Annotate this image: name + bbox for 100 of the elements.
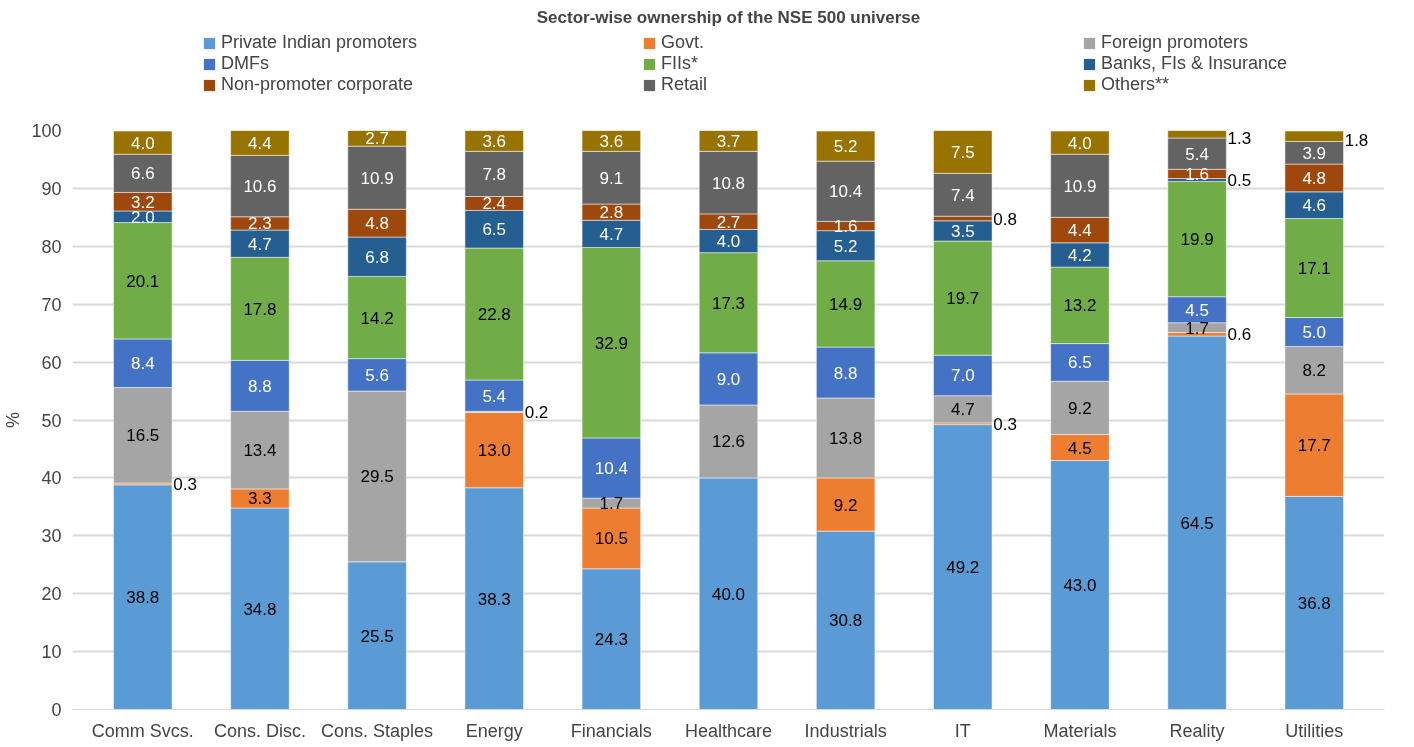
legend-label: FIIs*: [661, 53, 699, 74]
data-label: 19.7: [946, 289, 980, 309]
data-label: 7.8: [482, 164, 507, 184]
data-label: 36.8: [1297, 593, 1331, 613]
data-label: 5.4: [1185, 144, 1209, 164]
data-label: 0.2: [524, 402, 549, 422]
data-label: 64.5: [1180, 513, 1214, 533]
data-label: 8.8: [248, 376, 272, 396]
x-tick-label: Reality: [1169, 720, 1225, 741]
data-label: 6.6: [130, 164, 155, 184]
data-label: 7.5: [950, 142, 975, 162]
data-label: 17.8: [243, 299, 277, 319]
y-tick-label: 50: [41, 410, 62, 431]
data-label: 13.4: [243, 441, 277, 461]
data-label: 8.4: [130, 354, 155, 374]
data-label: 22.8: [477, 305, 511, 325]
data-label: 9.1: [599, 168, 624, 188]
data-label: 4.0: [716, 232, 741, 252]
data-label: 7.4: [950, 185, 975, 205]
x-tick-label: Healthcare: [684, 720, 773, 741]
data-label: 3.6: [482, 131, 507, 151]
x-tick-label: Materials: [1043, 720, 1117, 741]
data-label: 0.3: [173, 474, 197, 494]
x-tick-label: Industrials: [804, 720, 887, 741]
y-axis-title: %: [3, 411, 24, 428]
data-label: 10.8: [711, 173, 746, 193]
data-label: 19.9: [1180, 230, 1214, 250]
legend-label: Foreign promoters: [1101, 32, 1249, 53]
data-label: 0.5: [1227, 171, 1252, 190]
data-label: 4.0: [1068, 133, 1092, 153]
data-label: 10.5: [594, 529, 628, 549]
y-tick-label: 40: [41, 468, 62, 489]
data-label: 8.2: [1302, 361, 1327, 381]
data-label: 2.4: [482, 194, 507, 214]
chart-title: Sector-wise ownership of the NSE 500 universe: [536, 7, 921, 27]
data-label: 4.2: [1068, 245, 1092, 265]
data-label: 3.5: [950, 221, 975, 241]
data-label: 13.8: [829, 428, 863, 448]
data-label: 13.2: [1063, 296, 1097, 316]
data-label: 10.6: [243, 177, 277, 197]
data-label: 34.8: [243, 599, 277, 619]
data-label: 4.6: [1302, 196, 1327, 216]
data-label: 14.9: [829, 294, 863, 314]
data-label: 2.8: [599, 203, 624, 223]
data-label: 4.8: [1302, 168, 1327, 188]
data-label: 2.7: [365, 129, 389, 149]
data-label: 4.4: [1068, 221, 1092, 241]
data-label: 24.3: [594, 630, 628, 650]
x-tick-label: Comm Svcs.: [91, 720, 194, 741]
data-label: 5.2: [833, 236, 858, 256]
y-tick-label: 60: [41, 352, 62, 373]
data-label: 25.5: [360, 626, 394, 646]
data-label: 17.1: [1297, 259, 1331, 279]
data-label: 4.8: [365, 214, 389, 234]
data-label: 5.6: [365, 365, 389, 385]
data-label: 3.9: [1302, 143, 1327, 163]
data-label: 5.2: [833, 137, 858, 157]
data-label: 10.9: [360, 168, 394, 188]
data-label: 6.8: [365, 247, 389, 267]
data-label: 3.7: [716, 131, 741, 151]
data-label: 4.7: [248, 234, 272, 254]
data-label: 0.3: [993, 414, 1017, 434]
data-label: 4.7: [950, 400, 975, 420]
data-label: 6.5: [1068, 353, 1092, 373]
legend-label: Retail: [661, 74, 708, 95]
data-label: 17.3: [711, 293, 746, 313]
legend-label: Others**: [1101, 74, 1170, 95]
data-label: 5.4: [482, 386, 507, 406]
data-label: 1.3: [1227, 129, 1252, 149]
data-label: 1.7: [599, 494, 624, 514]
data-label: 1.7: [1185, 318, 1209, 338]
y-tick-label: 0: [51, 700, 62, 720]
data-label: 4.0: [130, 133, 155, 153]
data-label: 40.0: [711, 584, 746, 604]
data-label: 10.9: [1063, 176, 1097, 196]
data-label: 2.3: [248, 214, 272, 234]
legend-label: Private Indian promoters: [221, 32, 418, 53]
data-label: 3.6: [599, 131, 624, 151]
x-tick-label: Cons. Disc.: [213, 720, 306, 741]
data-label: 7.0: [950, 366, 975, 386]
data-label: 9.0: [716, 369, 741, 389]
data-label: 8.8: [833, 363, 858, 383]
data-label: 49.2: [946, 558, 980, 578]
data-label: 14.2: [360, 308, 394, 328]
data-label: 5.0: [1302, 322, 1327, 342]
data-label: 4.5: [1185, 300, 1209, 320]
data-label: 16.5: [126, 426, 160, 446]
y-tick-label: 10: [41, 642, 62, 663]
data-label: 20.1: [126, 271, 160, 291]
data-label: 38.3: [477, 589, 511, 609]
x-tick-label: Utilities: [1285, 720, 1344, 741]
data-label: 10.4: [829, 182, 863, 202]
data-label: 1.8: [1344, 131, 1369, 151]
data-label: 4.7: [599, 224, 624, 244]
x-tick-label: Energy: [465, 720, 523, 741]
data-label: 9.2: [1068, 398, 1092, 418]
y-tick-label: 70: [41, 294, 62, 315]
y-tick-label: 30: [41, 526, 62, 547]
y-tick-label: 20: [41, 584, 62, 605]
x-tick-label: Financials: [570, 720, 652, 741]
